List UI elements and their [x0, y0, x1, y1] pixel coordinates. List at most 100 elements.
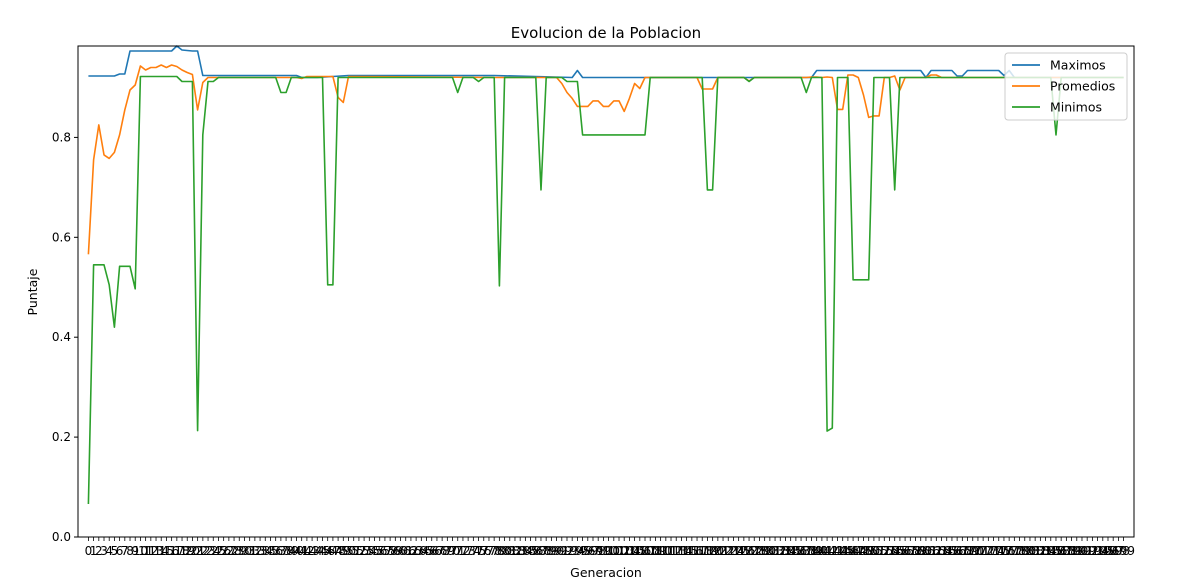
- x-tick-label: 129: [748, 544, 771, 558]
- x-tick-label: 138: [795, 544, 818, 558]
- x-tick-label: 24: [206, 544, 221, 558]
- x-tick-label: 66: [424, 544, 439, 558]
- x-tick-label: 76: [476, 544, 491, 558]
- x-tick-label: 100: [597, 544, 620, 558]
- x-tick-label: 73: [461, 544, 476, 558]
- x-tick-label: 106: [628, 544, 651, 558]
- x-tick-label: 153: [873, 544, 896, 558]
- x-tick-label: 34: [258, 544, 273, 558]
- x-tick-label: 159: [904, 544, 927, 558]
- x-tick-label: 170: [961, 544, 984, 558]
- x-tick-label: 94: [570, 544, 585, 558]
- x-tick-label: 169: [956, 544, 979, 558]
- y-tick-label: 0.2: [52, 430, 71, 444]
- x-tick-label: 68: [434, 544, 449, 558]
- x-tick-label: 102: [608, 544, 631, 558]
- x-tick-label: 137: [790, 544, 813, 558]
- x-tick-label: 189: [1060, 544, 1083, 558]
- x-tick-label: 47: [325, 544, 340, 558]
- x-tick-label: 109: [644, 544, 667, 558]
- x-tick-label: 92: [559, 544, 574, 558]
- x-tick-label: 111: [654, 544, 677, 558]
- legend-label: Promedios: [1050, 79, 1115, 94]
- y-tick-label: 0.0: [52, 530, 71, 544]
- x-tick-label: 167: [946, 544, 969, 558]
- x-tick-label: 51: [346, 544, 361, 558]
- x-tick-label: 168: [951, 544, 974, 558]
- x-tick-label: 85: [523, 544, 538, 558]
- x-tick-label: 155: [883, 544, 906, 558]
- x-tick-label: 172: [972, 544, 995, 558]
- x-tick-label: 135: [779, 544, 802, 558]
- x-tick-label: 97: [585, 544, 600, 558]
- x-tick-label: 158: [899, 544, 922, 558]
- x-tick-label: 115: [675, 544, 698, 558]
- x-tick-label: 107: [634, 544, 657, 558]
- x-tick-label: 38: [278, 544, 293, 558]
- x-tick-label: 163: [925, 544, 948, 558]
- x-tick-label: 44: [310, 544, 325, 558]
- x-tick-label: 177: [998, 544, 1021, 558]
- x-tick-label: 103: [613, 544, 636, 558]
- x-tick-label: 11: [138, 544, 153, 558]
- x-tick-label: 143: [821, 544, 844, 558]
- x-tick-label: 89: [544, 544, 559, 558]
- x-tick-label: 154: [878, 544, 901, 558]
- x-tick-label: 123: [717, 544, 740, 558]
- series-line-minimos: [87, 75, 1124, 505]
- x-tick-label: 119: [696, 544, 719, 558]
- x-tick-label: 83: [513, 544, 528, 558]
- x-tick-label: 146: [836, 544, 859, 558]
- x-tick-label: 164: [930, 544, 953, 558]
- x-tick-label: 3: [100, 544, 108, 558]
- x-tick-label: 0: [85, 544, 93, 558]
- x-tick-label: 165: [935, 544, 958, 558]
- x-tick-label: 139: [800, 544, 823, 558]
- x-tick-label: 27: [221, 544, 236, 558]
- x-tick-label: 127: [738, 544, 761, 558]
- x-tick-label: 1: [90, 544, 98, 558]
- x-tick-label: 199: [1112, 544, 1135, 558]
- x-tick-label: 18: [174, 544, 189, 558]
- x-tick-label: 7: [121, 544, 129, 558]
- x-tick-label: 63: [408, 544, 423, 558]
- x-tick-label: 101: [602, 544, 625, 558]
- x-tick-label: 56: [372, 544, 387, 558]
- x-tick-label: 37: [273, 544, 288, 558]
- x-tick-label: 185: [1039, 544, 1062, 558]
- x-tick-label: 124: [722, 544, 745, 558]
- series-layer: [87, 45, 1124, 505]
- x-tick-label: 32: [247, 544, 262, 558]
- x-tick-label: 148: [847, 544, 870, 558]
- x-tick-label: 21: [190, 544, 205, 558]
- x-tick-label: 80: [497, 544, 512, 558]
- x-tick-label: 179: [1008, 544, 1031, 558]
- x-tick-label: 118: [691, 544, 714, 558]
- x-tick-label: 60: [393, 544, 408, 558]
- x-tick-label: 187: [1050, 544, 1073, 558]
- x-tick-label: 75: [471, 544, 486, 558]
- x-tick-label: 67: [429, 544, 444, 558]
- x-tick-label: 50: [341, 544, 356, 558]
- x-tick-label: 8: [126, 544, 134, 558]
- x-tick-label: 12: [143, 544, 158, 558]
- x-tick-label: 152: [868, 544, 891, 558]
- x-tick-label: 90: [549, 544, 564, 558]
- x-tick-label: 161: [914, 544, 937, 558]
- x-tick-label: 59: [388, 544, 403, 558]
- x-tick-label: 79: [492, 544, 507, 558]
- x-tick-label: 133: [769, 544, 792, 558]
- chart-title: Evolucion de la Poblacion: [511, 24, 701, 42]
- x-tick-label: 40: [289, 544, 304, 558]
- x-tick-label: 113: [665, 544, 688, 558]
- x-tick-label: 69: [440, 544, 455, 558]
- y-tick-label: 0.8: [52, 130, 71, 144]
- x-tick-label: 43: [304, 544, 319, 558]
- legend-label: Minimos: [1050, 100, 1102, 115]
- x-tick-label: 61: [398, 544, 413, 558]
- x-tick-label: 99: [596, 544, 611, 558]
- x-tick-label: 70: [445, 544, 460, 558]
- x-tick-label: 91: [554, 544, 569, 558]
- x-tick-label: 62: [403, 544, 418, 558]
